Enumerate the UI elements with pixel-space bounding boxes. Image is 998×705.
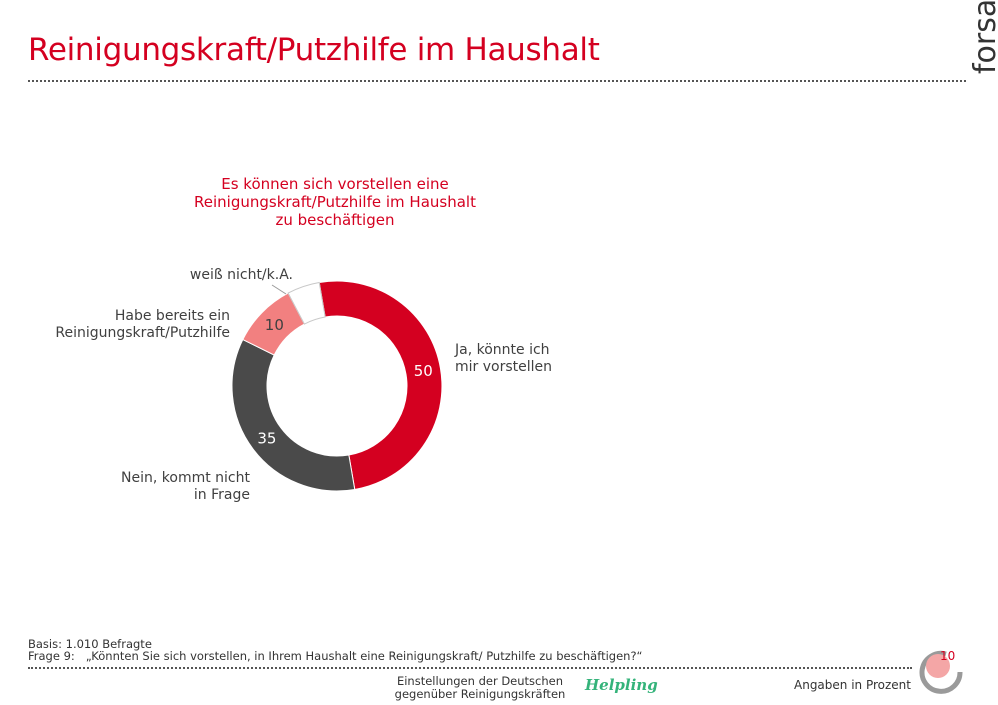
survey-name: Einstellungen der Deutschen gegenüber Re…: [380, 675, 580, 701]
slice-label-weiss-nicht: weiß nicht/k.A.: [100, 267, 293, 284]
survey-name-line: Einstellungen der Deutschen: [396, 674, 564, 688]
header-divider: [28, 80, 966, 82]
page-badge-icon: [919, 650, 963, 694]
slice-label-line: weiß nicht/k.A.: [189, 267, 293, 283]
question-label: Frage 9:: [28, 649, 75, 663]
slice-weiss-nicht: [287, 281, 326, 325]
helpling-logo: Helpling: [585, 676, 658, 694]
leader-line: [271, 284, 287, 295]
chart-title-line: zu beschäftigen: [275, 211, 395, 229]
footer-divider: [28, 667, 912, 669]
slice-label-line: Nein, kommt nicht: [121, 470, 250, 486]
chart-title: Es können sich vorstellen eine Reinigung…: [160, 175, 510, 229]
survey-name-line: gegenüber Reinigungskräften: [394, 687, 566, 701]
chart-title-line: Es können sich vorstellen eine: [221, 175, 449, 193]
page-number: 10: [940, 649, 956, 663]
slice-label-line: Ja, könnte ich: [455, 342, 550, 358]
page-title: Reinigungskraft/Putzhilfe im Haushalt: [28, 32, 600, 68]
slice-label-habe-bereits: Habe bereits ein Reinigungskraft/Putzhil…: [20, 308, 230, 342]
slice-label-line: Reinigungskraft/Putzhilfe: [55, 325, 230, 341]
slice-label-line: mir vorstellen: [455, 359, 553, 375]
slice-value-label: 50: [414, 362, 433, 380]
slice-label-nein: Nein, kommt nicht in Frage: [60, 470, 250, 504]
basis-note: Basis: 1.010 Befragte: [28, 637, 152, 651]
question-text: „Könnten Sie sich vorstellen, in Ihrem H…: [85, 649, 643, 663]
slice-label-ja: Ja, könnte ich mir vorstellen: [455, 342, 552, 376]
unit-note: Angaben in Prozent: [794, 678, 911, 692]
question-note: Frage 9: „Könnten Sie sich vorstellen, i…: [28, 650, 643, 663]
slice-label-line: in Frage: [193, 487, 250, 503]
slice-ja: [318, 280, 443, 491]
slice-label-line: Habe bereits ein: [114, 308, 230, 324]
slice-value-label: 35: [257, 429, 276, 447]
slice-nein: [231, 338, 356, 492]
chart-title-line: Reinigungskraft/Putzhilfe im Haushalt: [194, 193, 476, 211]
slice-value-label: 10: [265, 316, 284, 334]
